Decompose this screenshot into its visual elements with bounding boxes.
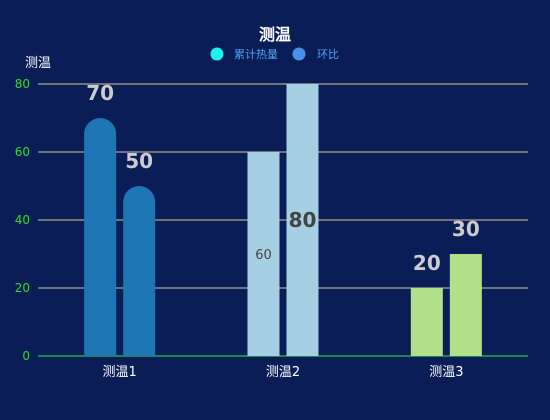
legend-label-1: 累计热量 bbox=[234, 48, 278, 61]
y-tick-label-60: 60 bbox=[15, 145, 30, 159]
chart-title: 测温 bbox=[259, 25, 291, 44]
x-tick-labels: 测温1 测温2 测温3 bbox=[103, 365, 464, 380]
legend: 累计热量 环比 bbox=[210, 47, 339, 61]
x-tick-label-3: 测温3 bbox=[429, 365, 463, 380]
legend-label-2: 环比 bbox=[317, 48, 339, 61]
data-label-6: 30 bbox=[452, 217, 480, 241]
x-tick-label-1: 测温1 bbox=[103, 365, 137, 380]
y-tick-label-20: 20 bbox=[15, 281, 30, 295]
bar-1[interactable] bbox=[84, 118, 117, 356]
y-tick-label-40: 40 bbox=[15, 213, 30, 227]
bar-6[interactable] bbox=[449, 254, 482, 356]
bar-2[interactable] bbox=[123, 186, 156, 356]
bar-5[interactable] bbox=[410, 288, 443, 356]
gridlines bbox=[38, 83, 528, 357]
y-tick-label-0: 0 bbox=[22, 349, 30, 363]
data-label-1: 70 bbox=[86, 81, 114, 105]
y-axis-label: 测温 bbox=[25, 56, 51, 71]
data-label-5: 20 bbox=[413, 251, 441, 275]
data-label-2: 50 bbox=[125, 149, 153, 173]
x-tick-label-2: 测温2 bbox=[266, 365, 300, 380]
bar-4[interactable] bbox=[286, 84, 319, 356]
bar-3[interactable] bbox=[247, 152, 280, 356]
data-label-3: 60 bbox=[255, 248, 272, 263]
legend-marker-1[interactable] bbox=[210, 47, 224, 61]
y-tick-label-80: 80 bbox=[15, 77, 30, 91]
data-labels: 70 50 60 80 20 30 bbox=[86, 81, 480, 275]
data-label-4: 80 bbox=[289, 208, 317, 232]
bars bbox=[84, 84, 482, 356]
legend-marker-2[interactable] bbox=[292, 47, 306, 61]
y-tick-labels: 0 20 40 60 80 bbox=[15, 77, 30, 363]
